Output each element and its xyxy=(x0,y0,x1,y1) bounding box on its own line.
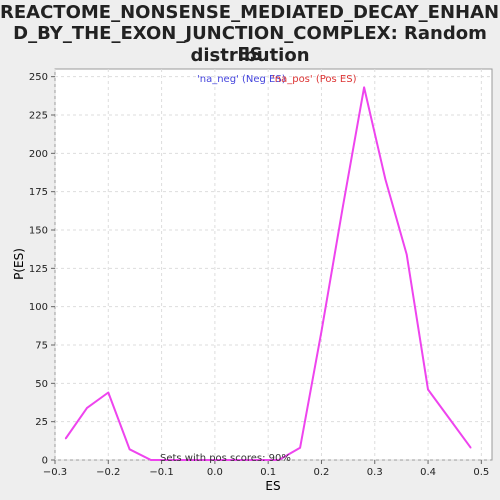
y-tick-label: 250 xyxy=(29,72,48,83)
data-point xyxy=(299,446,301,449)
data-point xyxy=(86,407,88,409)
series-layer xyxy=(64,86,472,461)
y-tick-label: 150 xyxy=(29,226,48,237)
data-point xyxy=(320,330,323,333)
data-point xyxy=(256,459,259,461)
data-point xyxy=(384,178,387,181)
y-tick-label: 125 xyxy=(29,264,48,275)
data-point xyxy=(427,388,429,391)
y-tick-label: 25 xyxy=(35,417,48,428)
data-point xyxy=(128,448,131,451)
y-tick-label: 225 xyxy=(29,111,48,122)
x-tick-label: 0.2 xyxy=(314,467,330,478)
x-tick-label: −0.3 xyxy=(43,467,67,478)
x-tick-label: 0.4 xyxy=(420,467,436,478)
data-point xyxy=(448,417,451,420)
chart-title-line-3: distribution xyxy=(190,45,310,66)
data-point xyxy=(150,459,152,461)
data-point xyxy=(235,459,237,461)
data-point xyxy=(171,459,174,461)
y-tick-label: 200 xyxy=(29,149,48,160)
x-axis-label: ES xyxy=(265,479,280,493)
x-tick-label: 0.3 xyxy=(367,467,383,478)
axis-layer: 0 25 50 75 100 125 150 175 200 225 250 −0.3 −0.2 −0.1… xyxy=(29,72,489,478)
y-tick-label: 50 xyxy=(35,379,48,390)
y-tick-label: 100 xyxy=(29,302,48,313)
chart-title-line-1: REACTOME_NONSENSE_MEDIATED_DECAY_ENHANCE xyxy=(0,2,500,23)
data-point xyxy=(278,459,280,461)
legend-item-pos: 'na_pos' (Pos ES) xyxy=(272,74,357,85)
series-line xyxy=(64,86,472,461)
legend-item-neg: 'na_neg' (Neg ES) xyxy=(197,74,286,85)
annotation-pos-scores: Sets with pos scores: 90% xyxy=(160,453,291,464)
data-point xyxy=(107,391,110,394)
grid-layer xyxy=(54,69,492,461)
data-point xyxy=(341,206,344,208)
x-tick-label: 0.0 xyxy=(207,467,223,478)
data-point xyxy=(214,459,216,461)
x-tick-label: −0.1 xyxy=(149,467,173,478)
x-tick-label: −0.2 xyxy=(96,467,120,478)
y-tick-label: 0 xyxy=(42,456,48,467)
x-tick-label: 0.1 xyxy=(260,467,276,478)
x-tick-label: 0.5 xyxy=(473,467,489,478)
data-point xyxy=(363,86,365,89)
y-tick-label: 75 xyxy=(35,341,48,352)
data-point xyxy=(192,459,195,461)
y-tick-label: 175 xyxy=(29,187,48,198)
data-point xyxy=(64,437,67,440)
plot-area xyxy=(54,68,493,461)
data-point xyxy=(405,253,408,256)
data-point xyxy=(469,446,472,449)
chart-title-line-2: D_BY_THE_EXON_JUNCTION_COMPLEX: Random E… xyxy=(13,23,487,65)
y-axis-label: P(ES) xyxy=(12,248,26,280)
